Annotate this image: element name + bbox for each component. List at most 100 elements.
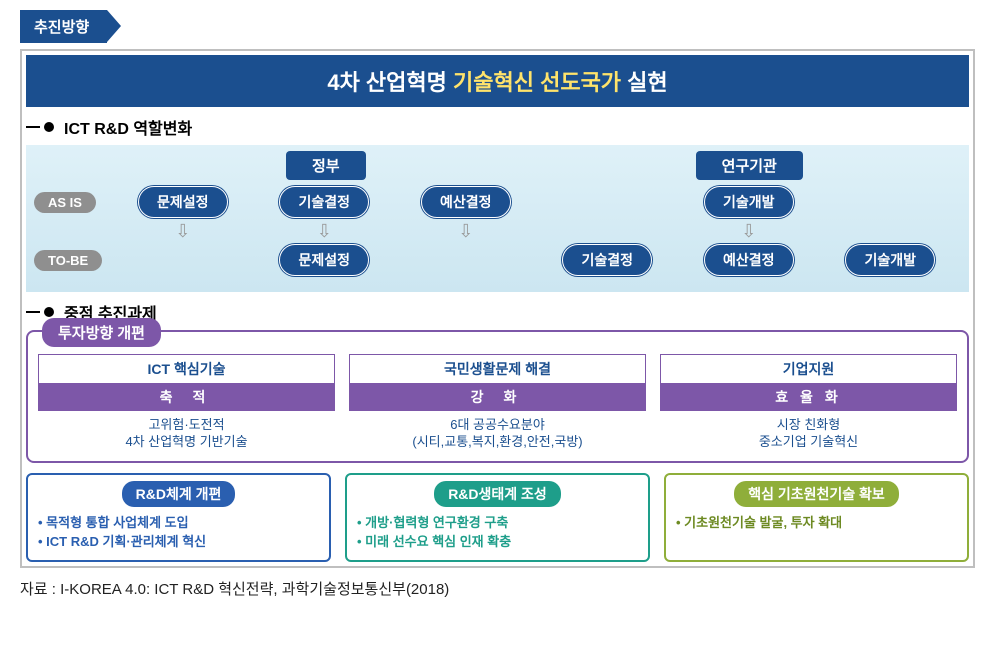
tobe-gov-cells: 문제설정 bbox=[112, 244, 537, 276]
investment-tab: 투자방향 개편 bbox=[42, 318, 161, 347]
arrow-row: ⇩ ⇩ ⇩ ⇩ bbox=[34, 224, 961, 238]
tobe-row: TO-BE 문제설정 기술결정 예산결정 기술개발 bbox=[34, 244, 961, 276]
cell bbox=[820, 186, 962, 218]
asis-tag: AS IS bbox=[34, 192, 96, 213]
main-title: 4차 산업혁명 기술혁신 선도국가 실현 bbox=[26, 65, 969, 97]
oval-item: 기술개발 bbox=[845, 244, 935, 276]
down-arrow-icon: ⇩ bbox=[254, 224, 396, 238]
invest-head: 국민생활문제 해결 bbox=[349, 354, 646, 383]
invest-desc: 시장 친화형 중소기업 기술혁신 bbox=[660, 417, 957, 451]
cell: 예산결정 bbox=[678, 244, 820, 276]
card-head: R&D체계 개편 bbox=[38, 481, 319, 507]
invest-col: 국민생활문제 해결 강 화 6대 공공수요분야 (시티,교통,복지,환경,안전,… bbox=[349, 354, 646, 451]
spacer bbox=[820, 224, 962, 238]
card-rnd-system: R&D체계 개편 목적형 통합 사업체계 도입 ICT R&D 기획·관리체계 … bbox=[26, 473, 331, 562]
list-item: 기초원천기술 발굴, 투자 확대 bbox=[676, 513, 957, 533]
card-head: 핵심 기초원천기술 확보 bbox=[676, 481, 957, 507]
tobe-label: TO-BE bbox=[34, 250, 112, 271]
invest-head: ICT 핵심기술 bbox=[38, 354, 335, 383]
desc-line: 시장 친화형 bbox=[660, 417, 957, 434]
desc-line: 4차 산업혁명 기반기술 bbox=[38, 434, 335, 451]
lab-title: 연구기관 bbox=[696, 151, 803, 180]
card-title: R&D생태계 조성 bbox=[434, 481, 561, 507]
title-pre: 4차 산업혁명 bbox=[327, 70, 453, 95]
direction-tab: 추진방향 bbox=[20, 10, 107, 43]
card-list: 목적형 통합 사업체계 도입 ICT R&D 기획·관리체계 혁신 bbox=[38, 513, 319, 552]
desc-line: 고위험·도전적 bbox=[38, 417, 335, 434]
hline bbox=[26, 126, 40, 128]
oval-item: 예산결정 bbox=[704, 244, 794, 276]
spacer bbox=[537, 224, 679, 238]
down-arrow-icon: ⇩ bbox=[112, 224, 254, 238]
down-arrow-icon: ⇩ bbox=[395, 224, 537, 238]
col-title-gov: 정부 bbox=[114, 151, 538, 180]
investment-box: 투자방향 개편 ICT 핵심기술 축 적 고위험·도전적 4차 산업혁명 기반기… bbox=[26, 330, 969, 463]
list-item: 개방·협력형 연구환경 구축 bbox=[357, 513, 638, 533]
oval-item: 기술개발 bbox=[704, 186, 794, 218]
oval-item: 예산결정 bbox=[421, 186, 511, 218]
card-core-tech: 핵심 기초원천기술 확보 기초원천기술 발굴, 투자 확대 bbox=[664, 473, 969, 562]
asis-label: AS IS bbox=[34, 192, 112, 213]
desc-line: 6대 공공수요분야 bbox=[349, 417, 646, 434]
invest-desc: 고위험·도전적 4차 산업혁명 기반기술 bbox=[38, 417, 335, 451]
asis-gov-cells: 문제설정 기술결정 예산결정 bbox=[112, 186, 537, 218]
invest-strip: 효 율 화 bbox=[660, 383, 957, 411]
invest-head: 기업지원 bbox=[660, 354, 957, 383]
desc-line: (시티,교통,복지,환경,안전,국방) bbox=[349, 434, 646, 451]
title-accent: 기술혁신 선도국가 bbox=[453, 70, 621, 95]
card-rnd-ecosystem: R&D생태계 조성 개방·협력형 연구환경 구축 미래 선수요 핵심 인재 확충 bbox=[345, 473, 650, 562]
invest-col: ICT 핵심기술 축 적 고위험·도전적 4차 산업혁명 기반기술 bbox=[38, 354, 335, 451]
main-frame: 4차 산업혁명 기술혁신 선도국가 실현 ICT R&D 역할변화 정부 연구기… bbox=[20, 49, 975, 568]
card-title: 핵심 기초원천기술 확보 bbox=[734, 481, 899, 507]
invest-col: 기업지원 효 율 화 시장 친화형 중소기업 기술혁신 bbox=[660, 354, 957, 451]
cell: 기술개발 bbox=[678, 186, 820, 218]
title-band: 4차 산업혁명 기술혁신 선도국가 실현 bbox=[26, 55, 969, 107]
gov-title: 정부 bbox=[286, 151, 366, 180]
cell: 기술결정 bbox=[537, 244, 679, 276]
tobe-lab-cells: 기술결정 예산결정 기술개발 bbox=[537, 244, 962, 276]
list-item: 미래 선수요 핵심 인재 확충 bbox=[357, 532, 638, 552]
bottom-cards: R&D체계 개편 목적형 통합 사업체계 도입 ICT R&D 기획·관리체계 … bbox=[26, 473, 969, 562]
card-head: R&D생태계 조성 bbox=[357, 481, 638, 507]
section2-header: 중점 추진과제 bbox=[26, 300, 969, 324]
invest-desc: 6대 공공수요분야 (시티,교통,복지,환경,안전,국방) bbox=[349, 417, 646, 451]
card-title: R&D체계 개편 bbox=[122, 481, 236, 507]
card-list: 개방·협력형 연구환경 구축 미래 선수요 핵심 인재 확충 bbox=[357, 513, 638, 552]
cell: 기술결정 bbox=[254, 186, 396, 218]
cell bbox=[112, 244, 254, 276]
cell: 문제설정 bbox=[254, 244, 396, 276]
arrow-lab: ⇩ bbox=[537, 224, 962, 238]
bullet-dot bbox=[44, 122, 54, 132]
bullet-dot bbox=[44, 307, 54, 317]
asis-row: AS IS 문제설정 기술결정 예산결정 기술개발 bbox=[34, 186, 961, 218]
spacer bbox=[34, 151, 114, 180]
role-change-panel: 정부 연구기관 AS IS 문제설정 기술결정 예산결정 기술개발 bbox=[26, 145, 969, 292]
oval-item: 문제설정 bbox=[279, 244, 369, 276]
card-list: 기초원천기술 발굴, 투자 확대 bbox=[676, 513, 957, 533]
cell: 예산결정 bbox=[395, 186, 537, 218]
hline bbox=[26, 311, 40, 313]
section1-label: ICT R&D 역할변화 bbox=[64, 115, 192, 139]
column-titles: 정부 연구기관 bbox=[34, 151, 961, 180]
section1-header: ICT R&D 역할변화 bbox=[26, 115, 969, 139]
list-item: 목적형 통합 사업체계 도입 bbox=[38, 513, 319, 533]
investment-columns: ICT 핵심기술 축 적 고위험·도전적 4차 산업혁명 기반기술 국민생활문제… bbox=[38, 354, 957, 451]
tobe-tag: TO-BE bbox=[34, 250, 102, 271]
oval-item: 기술결정 bbox=[279, 186, 369, 218]
list-item: ICT R&D 기획·관리체계 혁신 bbox=[38, 532, 319, 552]
invest-strip: 축 적 bbox=[38, 383, 335, 411]
col-title-lab: 연구기관 bbox=[538, 151, 962, 180]
oval-item: 기술결정 bbox=[562, 244, 652, 276]
top-bar: 추진방향 bbox=[20, 10, 975, 43]
title-post: 실현 bbox=[621, 70, 668, 95]
asis-lab-cells: 기술개발 bbox=[537, 186, 962, 218]
infographic-root: 추진방향 4차 산업혁명 기술혁신 선도국가 실현 ICT R&D 역할변화 정… bbox=[0, 0, 995, 609]
invest-strip: 강 화 bbox=[349, 383, 646, 411]
oval-item: 문제설정 bbox=[138, 186, 228, 218]
cell: 문제설정 bbox=[112, 186, 254, 218]
cell bbox=[537, 186, 679, 218]
cell: 기술개발 bbox=[820, 244, 962, 276]
arrow-gov: ⇩ ⇩ ⇩ bbox=[112, 224, 537, 238]
desc-line: 중소기업 기술혁신 bbox=[660, 434, 957, 451]
source-text: 자료 : I-KOREA 4.0: ICT R&D 혁신전략, 과학기술정보통신… bbox=[20, 578, 975, 599]
